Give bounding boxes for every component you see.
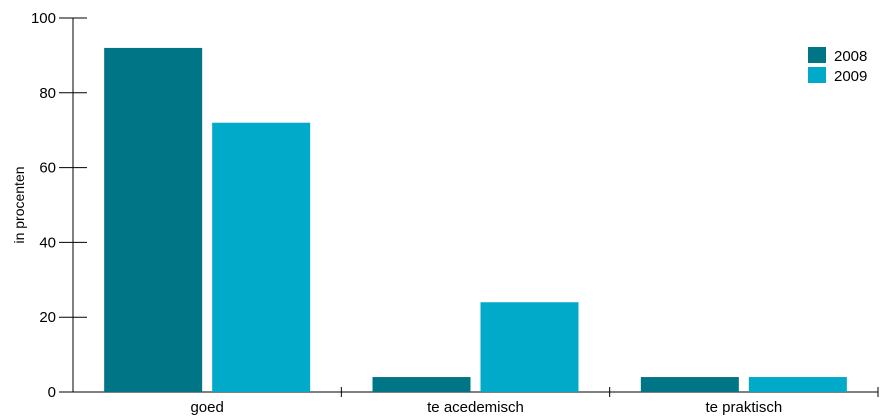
bar-2009-2	[748, 377, 847, 392]
bar-2009-1	[480, 302, 579, 392]
y-tick-label: 100	[31, 10, 56, 27]
legend: 2008 2009	[808, 47, 867, 85]
y-tick-label: 60	[39, 160, 56, 177]
y-tick-label: 80	[39, 85, 56, 102]
legend-swatch-2009	[808, 67, 826, 83]
x-axis: goed te acedemisch te praktisch	[73, 387, 879, 416]
x-tick-label: goed	[190, 399, 223, 416]
legend-label: 2008	[834, 48, 867, 65]
legend-swatch-2008	[808, 47, 826, 63]
y-axis: 0 20 40 60 80 100	[31, 10, 87, 401]
bar-2008-0	[104, 47, 203, 393]
y-tick-label: 20	[39, 309, 56, 326]
legend-label: 2009	[834, 68, 867, 85]
y-tick-label: 40	[39, 234, 56, 251]
y-axis-title: in procenten	[11, 166, 27, 243]
x-tick-label: te praktisch	[705, 399, 782, 416]
bar-2009-0	[212, 122, 311, 392]
x-tick-label: te acedemisch	[427, 399, 524, 416]
bar-2008-2	[640, 377, 739, 392]
bars	[104, 47, 847, 393]
y-tick-label: 0	[48, 384, 56, 401]
bar-2008-1	[372, 377, 471, 392]
